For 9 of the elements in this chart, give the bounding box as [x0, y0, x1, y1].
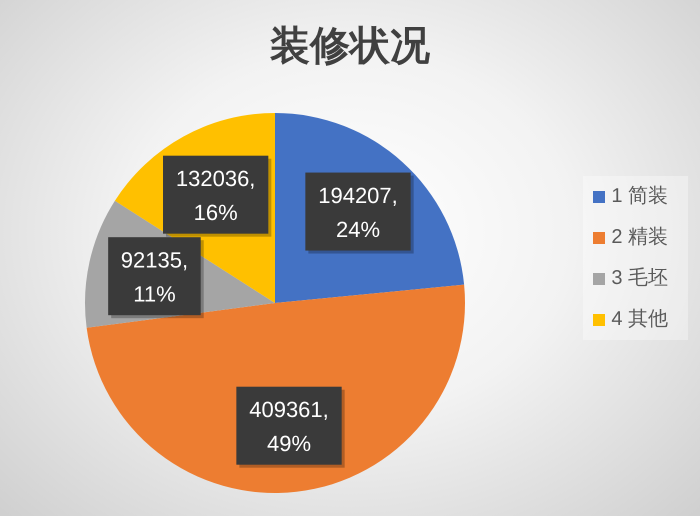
legend-label: 1 简装	[611, 185, 668, 207]
data-label: 92135, 11%	[120, 248, 188, 307]
data-label: 409361, 49%	[249, 397, 329, 456]
legend-label: 2 精装	[611, 226, 668, 248]
legend-label: 3 毛坯	[611, 267, 668, 289]
legend-label: 4 其他	[611, 308, 668, 330]
chart-title: 装修状况	[269, 23, 431, 70]
data-label: 194207, 24%	[318, 183, 398, 242]
data-label: 132036, 16%	[176, 166, 256, 226]
